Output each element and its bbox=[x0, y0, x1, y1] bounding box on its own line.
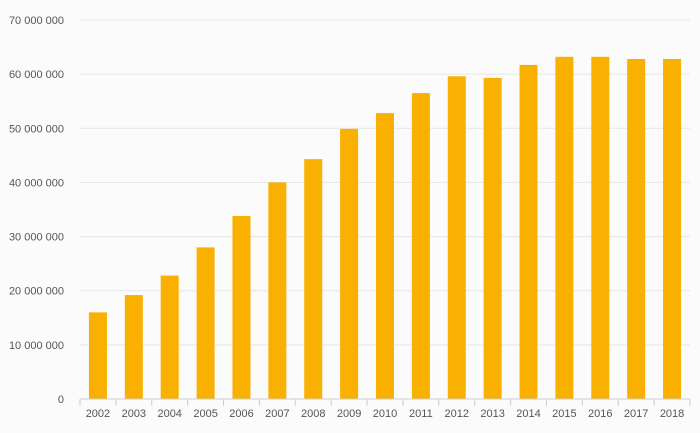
y-tick-label: 30 000 000 bbox=[9, 232, 64, 244]
bar-2018 bbox=[663, 58, 682, 400]
x-tick-label: 2006 bbox=[229, 408, 253, 420]
x-tick-label: 2008 bbox=[301, 408, 325, 420]
x-tick-label: 2017 bbox=[624, 408, 648, 420]
bar-2016 bbox=[591, 56, 610, 400]
y-tick-label: 50 000 000 bbox=[9, 123, 64, 135]
bar-2012 bbox=[447, 76, 466, 400]
bars bbox=[88, 56, 682, 400]
x-tick-label: 2016 bbox=[588, 408, 612, 420]
bar-2011 bbox=[411, 93, 430, 399]
x-tick-label: 2009 bbox=[337, 408, 361, 420]
x-tick-label: 2003 bbox=[122, 408, 146, 420]
bar-2010 bbox=[376, 113, 394, 399]
x-tick-label: 2014 bbox=[516, 408, 540, 420]
x-tick-label: 2007 bbox=[265, 408, 289, 420]
y-tick-label: 60 000 000 bbox=[9, 69, 64, 81]
bar-2006 bbox=[232, 215, 251, 399]
bar-2007 bbox=[268, 182, 287, 399]
y-axis: 0 10 000 000 20 000 000 30 000 000 40 000 00… bbox=[9, 15, 64, 406]
y-tick-label: 70 000 000 bbox=[9, 15, 64, 27]
x-tick-label: 2013 bbox=[480, 408, 504, 420]
x-tick-label: 2012 bbox=[445, 408, 469, 420]
bar-2004 bbox=[160, 275, 179, 399]
x-axis: 2002 2003 2004 2005 2006 2007 2008 2009 2010 2011… bbox=[79, 398, 691, 420]
bar-2009 bbox=[340, 128, 359, 399]
x-tick-label: 2015 bbox=[552, 408, 576, 420]
bar-2008 bbox=[304, 159, 323, 399]
x-tick-label: 2011 bbox=[409, 408, 433, 420]
x-tick-label: 2010 bbox=[373, 408, 397, 420]
x-tick-label: 2004 bbox=[157, 408, 181, 420]
bar-2002 bbox=[88, 312, 107, 399]
x-tick-label: 2005 bbox=[193, 408, 217, 420]
y-tick-label: 40 000 000 bbox=[9, 177, 64, 189]
y-tick-label: 0 bbox=[58, 394, 64, 406]
bar-2005 bbox=[196, 247, 215, 399]
bar-2003 bbox=[124, 295, 143, 399]
x-tick-label: 2002 bbox=[86, 408, 110, 420]
bar-2017 bbox=[627, 58, 646, 400]
x-tick-label: 2018 bbox=[660, 408, 684, 420]
bar-2014 bbox=[519, 64, 538, 399]
y-tick-label: 20 000 000 bbox=[9, 286, 64, 298]
bar-2015 bbox=[555, 56, 574, 400]
y-tick-label: 10 000 000 bbox=[9, 340, 64, 352]
bar-2013 bbox=[483, 77, 502, 399]
